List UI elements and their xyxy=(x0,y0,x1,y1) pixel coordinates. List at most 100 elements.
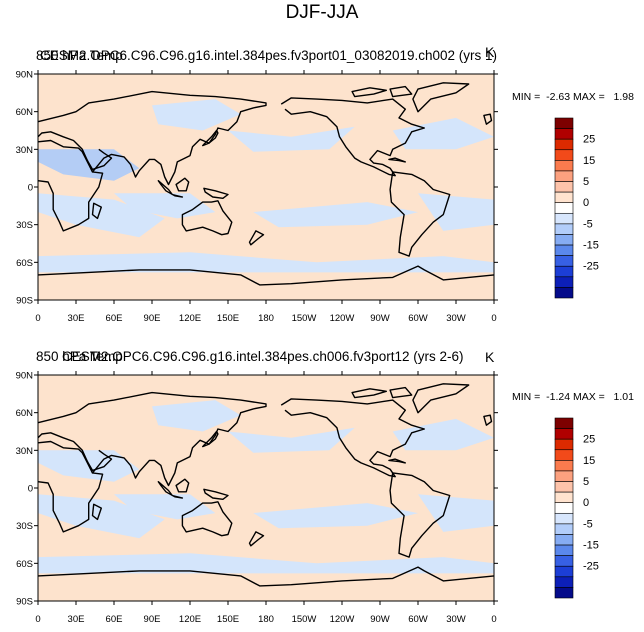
coastline xyxy=(202,430,219,448)
colorbar-label: 0 xyxy=(583,197,589,209)
x-tick-label: 90W xyxy=(370,614,390,625)
colorbar-label: 15 xyxy=(583,155,595,167)
y-tick-label: 0 xyxy=(28,183,33,194)
colorbar-label: 0 xyxy=(583,497,589,509)
colorbar-swatch xyxy=(554,149,574,161)
coastline xyxy=(389,386,413,399)
anomaly-patch xyxy=(228,126,355,152)
colorbar-swatch xyxy=(554,523,574,535)
map-plot: 0 30E 60E 90E 120E 150E 180 150W 120W 90W 60W 30W 09… xyxy=(16,70,599,325)
anomaly-patch xyxy=(38,252,494,273)
colorbar-swatch xyxy=(554,534,574,546)
colorbar-label: 5 xyxy=(583,476,589,488)
x-tick-label: 0 xyxy=(35,313,40,324)
colorbar-swatch xyxy=(554,438,574,451)
y-tick-label: 60S xyxy=(16,559,33,570)
y-tick-label: 90S xyxy=(16,597,33,608)
panel-left-label: 850 hPa Temp xyxy=(36,349,123,364)
coastline xyxy=(280,97,425,177)
colorbar-swatch xyxy=(554,138,574,151)
x-tick-label: 60E xyxy=(106,614,123,625)
colorbar-swatch xyxy=(554,544,574,556)
anomaly-patch xyxy=(38,494,165,539)
coastline xyxy=(91,202,102,220)
coastline xyxy=(388,157,406,163)
anomaly-patch xyxy=(418,193,494,231)
x-tick-label: 90E xyxy=(144,313,161,324)
colorbar-swatch xyxy=(554,117,574,129)
anomaly-patch xyxy=(152,400,241,432)
x-tick-label: 60E xyxy=(106,313,123,324)
coastline xyxy=(37,440,104,533)
colorbar-swatch xyxy=(554,470,574,482)
colorbar-swatch xyxy=(554,449,574,461)
y-tick-label: 30S xyxy=(16,220,33,231)
colorbar-swatch xyxy=(554,576,574,588)
coastline xyxy=(81,449,113,472)
coastline xyxy=(175,478,190,493)
coastline xyxy=(181,200,233,236)
colorbar-swatch xyxy=(554,276,574,288)
anomaly-patch xyxy=(114,193,216,219)
panel-center-label: CESM2.OPC6.C96.C96.g16.intel.384pes.fv3p… xyxy=(40,48,498,63)
colorbar-swatch xyxy=(554,481,574,493)
colorbar-swatch xyxy=(554,191,574,204)
coastline xyxy=(37,265,495,286)
coastline xyxy=(389,85,413,98)
coastline xyxy=(351,388,387,399)
y-tick-label: 60S xyxy=(16,258,33,269)
colorbar-swatch xyxy=(554,428,574,440)
colorbar-swatch xyxy=(554,460,574,472)
colorbar-swatch xyxy=(554,234,574,246)
colorbar-swatch xyxy=(554,128,574,140)
x-tick-label: 30W xyxy=(446,313,466,324)
anomaly-patch xyxy=(152,99,241,131)
x-tick-label: 180 xyxy=(258,614,274,625)
colorbar-label: -25 xyxy=(583,561,599,573)
colorbar-swatch xyxy=(554,417,574,429)
colorbar-swatch xyxy=(554,170,574,182)
x-tick-label: 150E xyxy=(217,313,239,324)
x-tick-label: 150W xyxy=(292,614,317,625)
y-tick-label: 60N xyxy=(16,408,34,419)
min-max-readout: MIN = -1.24 MAX = 1.01 xyxy=(512,391,634,403)
coastline xyxy=(388,458,406,464)
colorbar-swatch xyxy=(554,160,574,172)
colorbar-swatch xyxy=(554,565,574,578)
x-tick-label: 0 xyxy=(491,614,496,625)
x-tick-label: 90E xyxy=(144,614,161,625)
colorbar-swatch xyxy=(554,255,574,267)
coastline xyxy=(203,187,229,199)
x-tick-label: 120E xyxy=(179,614,201,625)
anomaly-patch xyxy=(38,553,494,574)
coastline xyxy=(483,113,493,125)
colorbar-label: -15 xyxy=(583,240,599,252)
y-tick-label: 30S xyxy=(16,521,33,532)
x-tick-label: 30W xyxy=(446,614,466,625)
coastline xyxy=(37,566,495,587)
coastline xyxy=(175,177,190,192)
colorbar-swatch xyxy=(554,502,574,514)
anomaly-patch xyxy=(253,202,418,228)
anomaly-patch xyxy=(38,193,165,238)
colorbar: 25 15 5 0 -5 -15 -25 xyxy=(554,117,599,299)
colorbar-label: -5 xyxy=(583,218,593,230)
colorbar-label: -25 xyxy=(583,261,599,273)
colorbar-swatch xyxy=(554,202,574,214)
y-tick-label: 30N xyxy=(16,446,34,457)
x-tick-label: 60W xyxy=(408,313,428,324)
coastline xyxy=(412,383,470,414)
colorbar-label: 5 xyxy=(583,176,589,188)
map-plot: 0 30E 60E 90E 120E 150E 180 150W 120W 90W 60W 30W 09… xyxy=(16,371,599,626)
x-tick-label: 120W xyxy=(330,614,355,625)
coastline xyxy=(389,171,451,257)
anomaly-patch xyxy=(418,494,494,532)
coastline xyxy=(37,90,267,186)
panel-units-label: K xyxy=(485,349,495,365)
colorbar-swatch xyxy=(554,212,574,225)
colorbar-swatch xyxy=(554,491,574,504)
map-area xyxy=(37,374,495,602)
coastline xyxy=(248,531,265,547)
colorbar-label: 25 xyxy=(583,434,595,446)
colorbar-label: 15 xyxy=(583,455,595,467)
